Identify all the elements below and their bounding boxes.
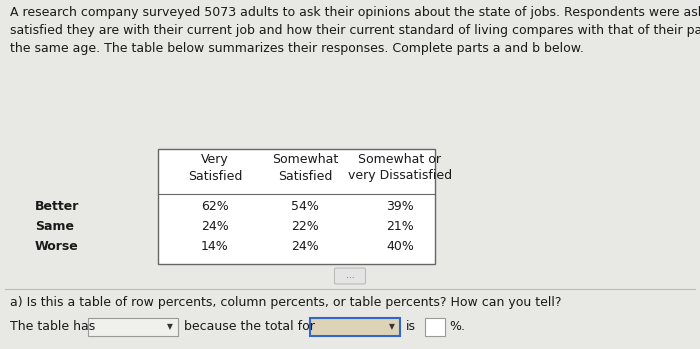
FancyBboxPatch shape — [335, 268, 365, 284]
Text: because the total for: because the total for — [184, 320, 315, 334]
Text: 54%: 54% — [291, 200, 319, 213]
Text: 24%: 24% — [291, 239, 319, 252]
Text: ...: ... — [346, 272, 354, 281]
Text: Somewhat
Satisfied: Somewhat Satisfied — [272, 153, 338, 183]
Bar — [310, 318, 400, 336]
Text: Very
Satisfied: Very Satisfied — [188, 153, 242, 183]
Text: ▼: ▼ — [167, 322, 173, 332]
Text: Better: Better — [35, 200, 79, 213]
Text: %.: %. — [449, 320, 465, 334]
Bar — [425, 318, 445, 336]
Text: Somewhat or
very Dissatisfied: Somewhat or very Dissatisfied — [348, 153, 452, 183]
Text: 62%: 62% — [201, 200, 229, 213]
Text: a) Is this a table of row percents, column percents, or table percents? How can : a) Is this a table of row percents, colu… — [10, 296, 561, 309]
Text: is: is — [406, 320, 416, 334]
Text: Same: Same — [35, 220, 74, 232]
Text: ▼: ▼ — [389, 322, 395, 332]
Text: 24%: 24% — [201, 220, 229, 232]
Text: A research company surveyed 5073 adults to ask their opinions about the state of: A research company surveyed 5073 adults … — [10, 6, 700, 55]
Text: 39%: 39% — [386, 200, 414, 213]
Bar — [88, 318, 178, 336]
Text: 14%: 14% — [201, 239, 229, 252]
Bar — [158, 149, 435, 264]
Text: 40%: 40% — [386, 239, 414, 252]
Text: 22%: 22% — [291, 220, 319, 232]
Text: Worse: Worse — [35, 239, 78, 252]
Text: The table has: The table has — [10, 320, 95, 334]
Text: 21%: 21% — [386, 220, 414, 232]
